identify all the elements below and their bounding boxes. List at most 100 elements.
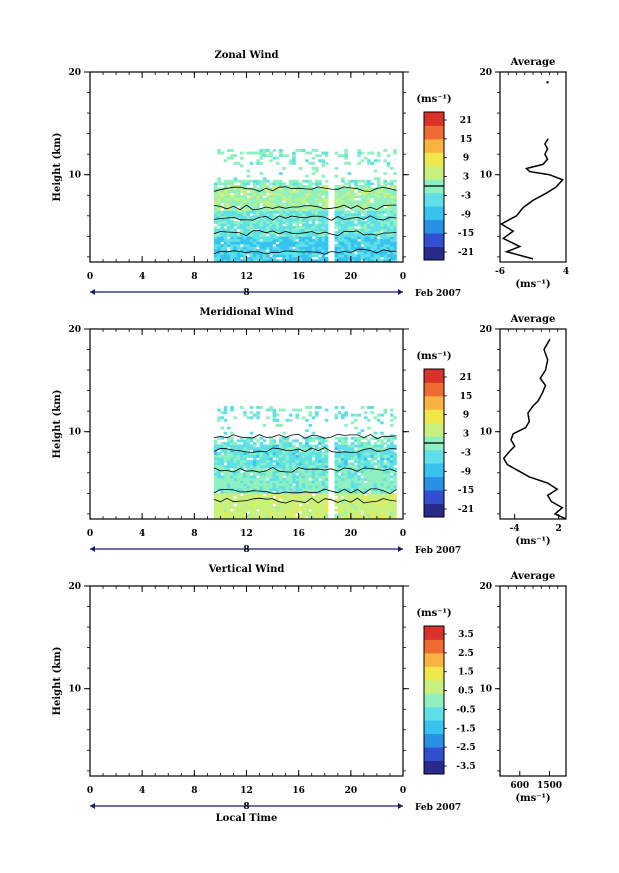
heatmap-cell: [262, 149, 267, 152]
heatmap-cell: [370, 508, 374, 512]
colorbar-band: [424, 463, 444, 478]
heatmap-cell: [262, 244, 267, 247]
heatmap-cell: [275, 483, 280, 486]
avg-y-tick-label: 20: [479, 68, 492, 78]
heatmap-cell: [347, 249, 352, 253]
heatmap-cell: [223, 254, 228, 258]
heatmap-cell: [220, 200, 224, 204]
heatmap-cell: [295, 179, 299, 183]
heatmap-cell: [380, 462, 384, 466]
heatmap-cell: [360, 503, 365, 507]
heatmap-cell: [282, 483, 286, 486]
heatmap-cell: [253, 151, 257, 155]
heatmap-cell: [341, 218, 345, 222]
heatmap-cell: [282, 503, 286, 507]
colorbar-tick-label: -15: [458, 486, 474, 496]
heatmap-cell: [213, 485, 218, 489]
heatmap-cell: [311, 205, 316, 209]
heatmap-cell: [321, 457, 326, 461]
heatmap-cell: [315, 472, 319, 476]
heatmap-cell: [393, 195, 397, 199]
heatmap-cell: [360, 501, 365, 504]
heatmap-cell: [288, 259, 293, 263]
heatmap-cell: [308, 195, 312, 199]
heatmap-cell: [259, 226, 264, 229]
heatmap-cell: [272, 439, 277, 443]
heatmap-cell: [321, 218, 326, 222]
heatmap-cell: [298, 475, 303, 479]
heatmap-cell: [266, 205, 270, 209]
heatmap-cell: [253, 506, 257, 510]
heatmap-cell: [324, 480, 329, 484]
heatmap-cell: [292, 228, 296, 232]
heatmap-cell: [288, 226, 293, 229]
heatmap-cell: [285, 256, 290, 260]
heatmap-cell: [305, 449, 309, 453]
heatmap-cell: [321, 244, 326, 247]
heatmap-cell: [324, 195, 329, 199]
heatmap-cell: [380, 472, 384, 476]
heatmap-cell: [301, 179, 306, 183]
heatmap-cell: [243, 238, 247, 242]
heatmap-cell: [230, 156, 234, 160]
heatmap-cell: [288, 465, 293, 468]
heatmap-cell: [279, 215, 283, 219]
heatmap-cell: [321, 501, 326, 504]
heatmap-cell: [282, 495, 286, 499]
heatmap-cell: [341, 220, 345, 224]
heatmap-cell: [360, 187, 365, 191]
heatmap-cell: [315, 508, 319, 512]
heatmap-cell: [383, 436, 387, 440]
heatmap-cell: [288, 215, 293, 219]
heatmap-cell: [298, 444, 303, 448]
heatmap-cell: [321, 208, 326, 211]
heatmap-cell: [393, 210, 397, 214]
heatmap-cell: [337, 449, 342, 453]
heatmap-cell: [373, 516, 378, 520]
heatmap-cell: [213, 244, 218, 247]
heatmap-cell: [383, 159, 387, 163]
heatmap-cell: [318, 449, 322, 453]
colorbar-band: [424, 206, 444, 221]
heatmap-cell: [383, 495, 387, 499]
heatmap-cell: [373, 493, 378, 497]
heatmap-cell: [357, 151, 361, 155]
heatmap-cell: [288, 454, 293, 458]
heatmap-cell: [292, 241, 296, 245]
heatmap-cell: [357, 465, 361, 468]
heatmap-cell: [354, 501, 358, 504]
heatmap-cell: [279, 213, 283, 217]
heatmap-cell: [318, 179, 322, 183]
heatmap-cell: [321, 259, 326, 263]
heatmap-cell: [233, 462, 238, 466]
heatmap-cell: [253, 190, 257, 193]
heatmap-cell: [288, 418, 293, 422]
colorbar-band: [424, 503, 444, 518]
heatmap-cell: [321, 477, 326, 481]
heatmap-cell: [324, 511, 329, 515]
heatmap-cell: [367, 220, 371, 224]
heatmap-cell: [262, 154, 267, 158]
heatmap-cell: [324, 197, 329, 201]
colorbar-tick-label: -21: [458, 248, 474, 258]
heatmap-cell: [275, 182, 280, 186]
heatmap-cell: [315, 223, 319, 227]
heatmap-cell: [240, 444, 244, 448]
heatmap-cell: [288, 197, 293, 201]
heatmap-cell: [292, 513, 296, 517]
x-tick-label: 0: [87, 272, 93, 282]
heatmap-cell: [217, 436, 221, 440]
heatmap-cell: [373, 416, 378, 420]
heatmap-cell: [288, 452, 293, 456]
heatmap-cell: [321, 508, 326, 512]
heatmap-cell: [334, 226, 339, 229]
heatmap-cell: [249, 200, 254, 204]
heatmap-cell: [347, 483, 352, 486]
heatmap-cell: [282, 459, 286, 463]
heatmap-cell: [262, 179, 267, 183]
heatmap-cell: [308, 503, 312, 507]
heatmap-cell: [321, 442, 326, 445]
heatmap-cell: [243, 244, 247, 247]
heatmap-cell: [370, 151, 374, 155]
heatmap-cell: [380, 444, 384, 448]
